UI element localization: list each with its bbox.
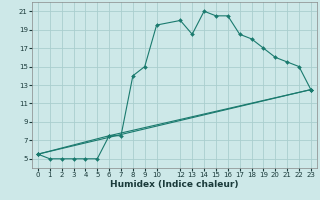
X-axis label: Humidex (Indice chaleur): Humidex (Indice chaleur) — [110, 180, 239, 189]
